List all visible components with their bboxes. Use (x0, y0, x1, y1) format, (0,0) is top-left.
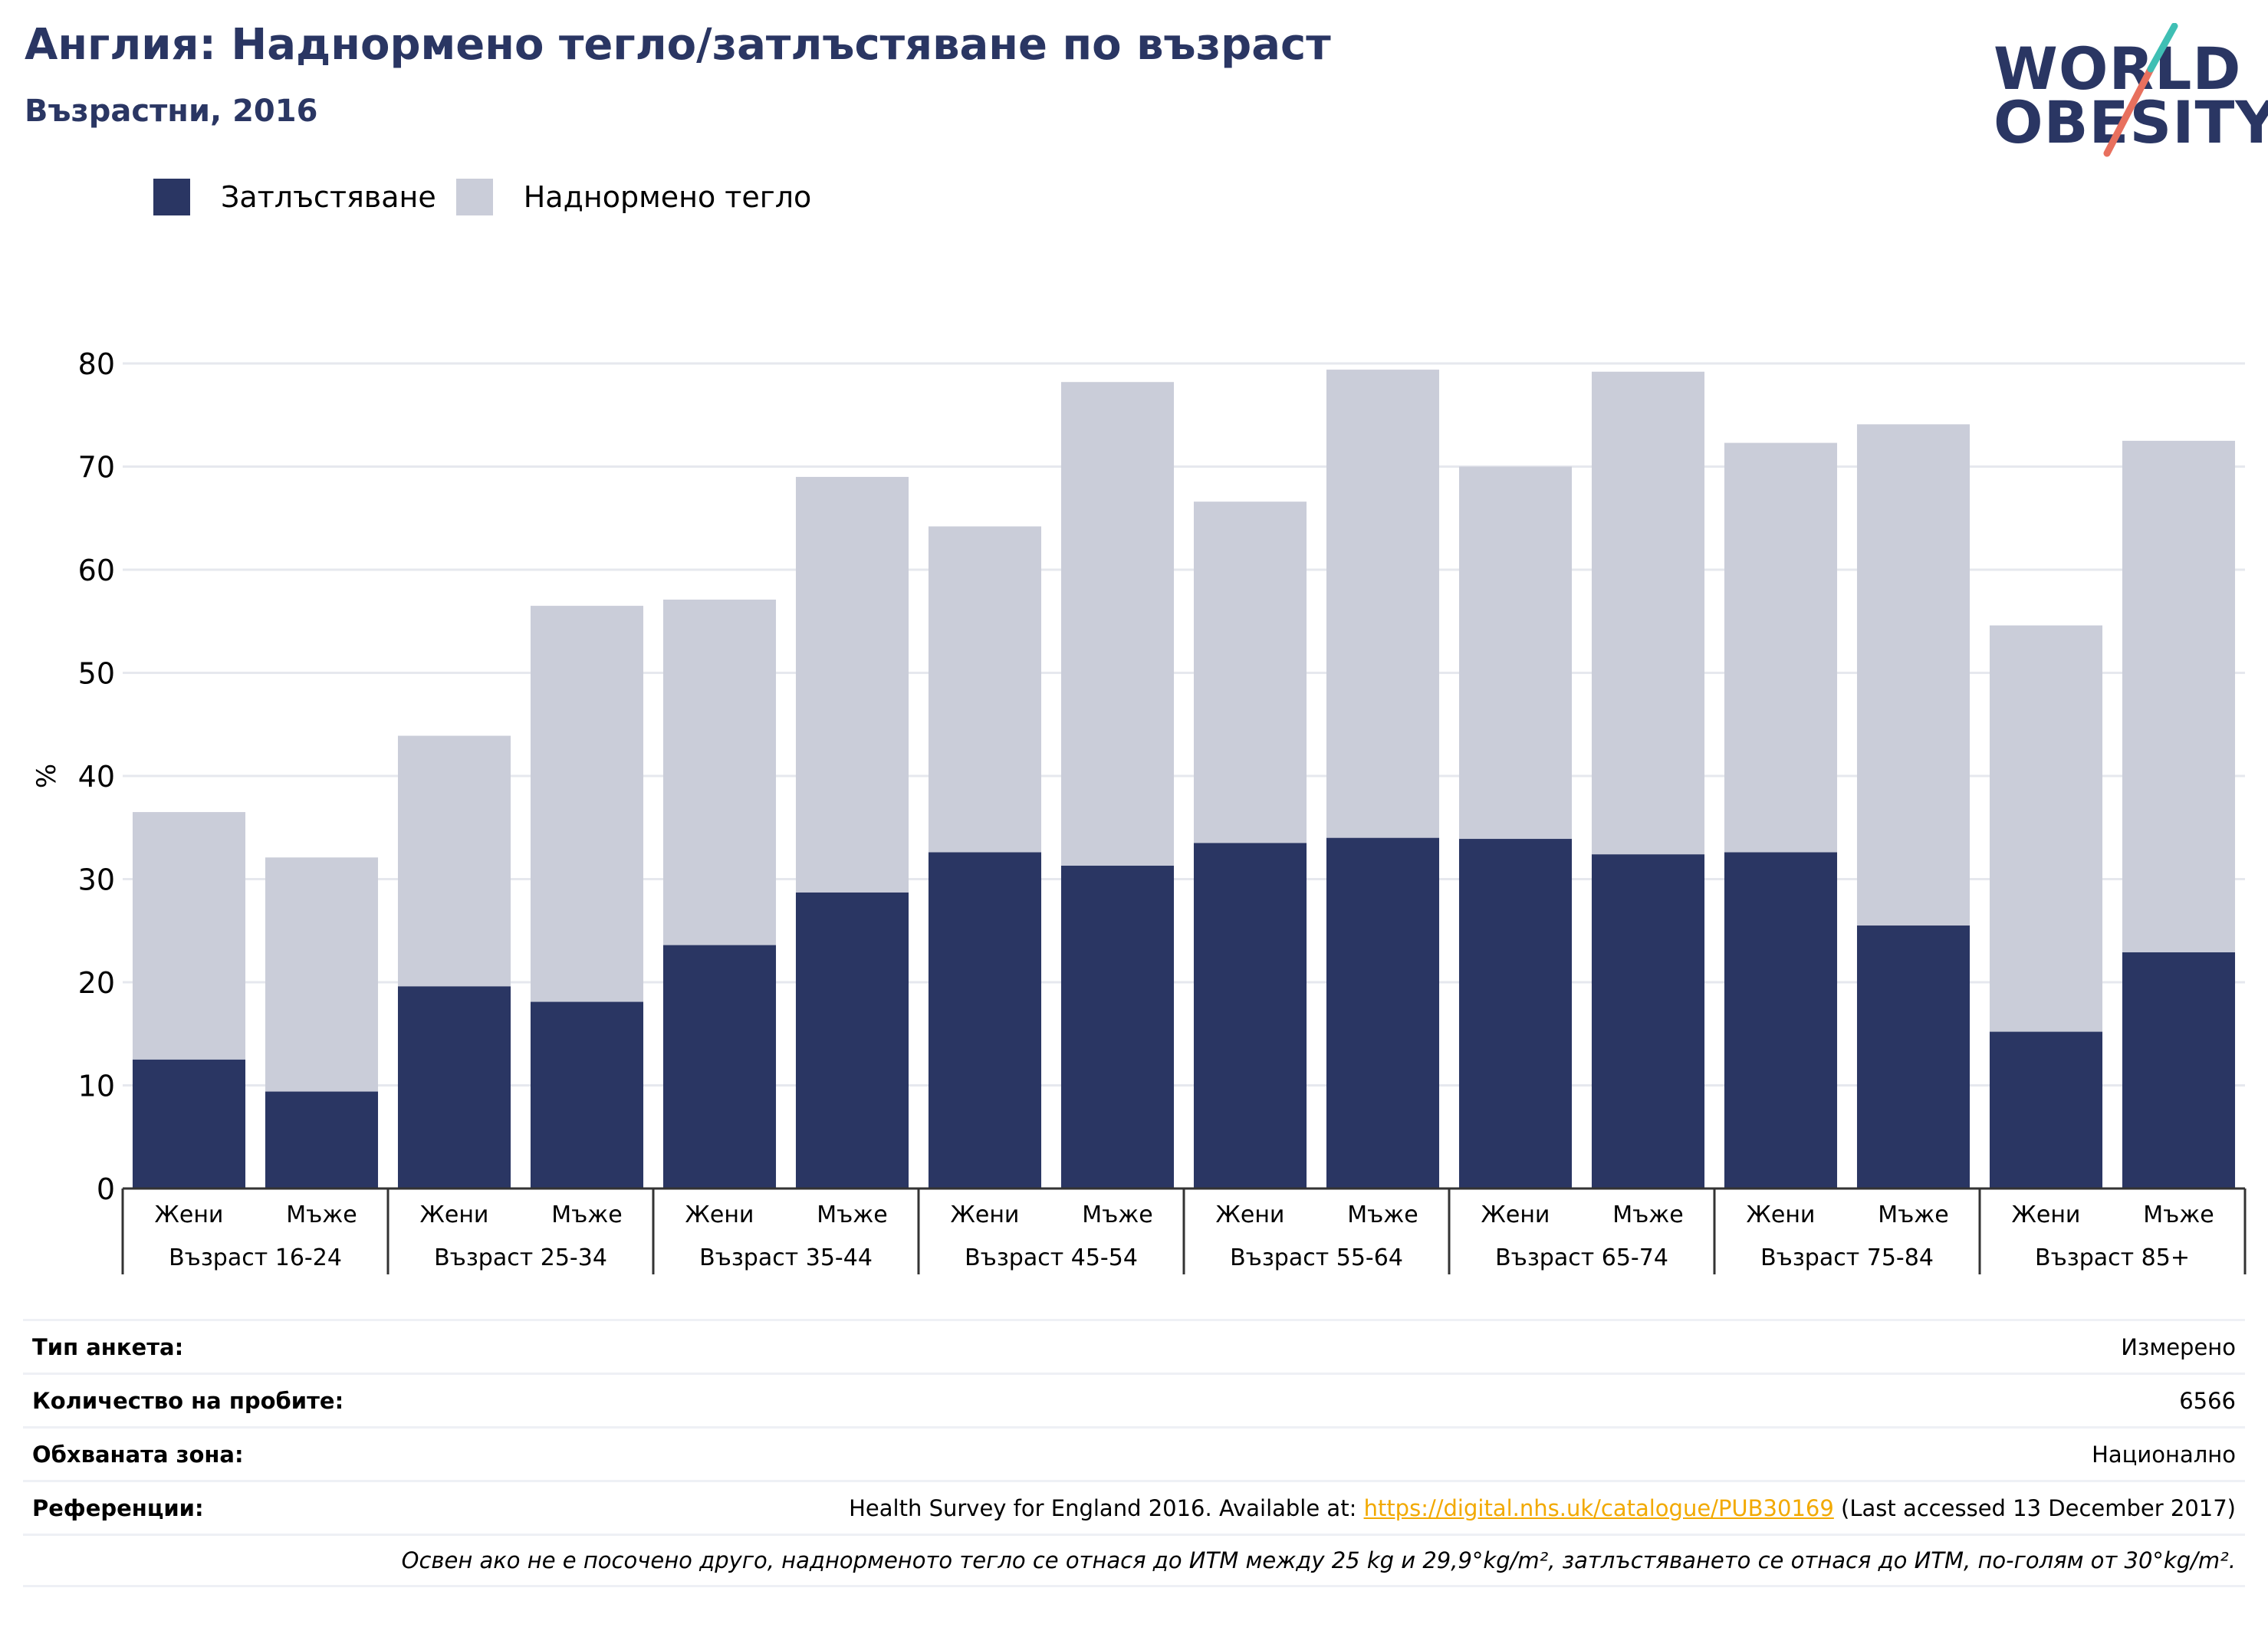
info-row-note: Освен ако не е посочено друго, наднормен… (23, 1534, 2245, 1587)
references-link[interactable]: https://digital.nhs.uk/catalogue/PUB3016… (1363, 1494, 1834, 1521)
x-group-label: Възраст 25-34 (434, 1244, 607, 1271)
y-axis-label: % (31, 764, 62, 788)
bar-obesity (530, 1001, 644, 1189)
bar-overweight (1060, 382, 1175, 866)
bar-obesity (1193, 843, 1307, 1189)
bmi-note: Освен ако не е посочено друго, наднормен… (401, 1547, 2236, 1573)
bar-overweight (1724, 442, 1838, 853)
bar-obesity (397, 986, 511, 1189)
y-tick-label: 80 (78, 347, 115, 381)
references-prefix: Health Survey for England 2016. Availabl… (849, 1494, 1364, 1521)
x-group-label: Възраст 65-74 (1495, 1244, 1668, 1271)
bar-overweight (2122, 440, 2236, 952)
x-category-label: Жени (1216, 1202, 1285, 1228)
bar-obesity (265, 1091, 379, 1189)
bar-obesity (1458, 839, 1573, 1189)
x-group-label: Възраст 35-44 (699, 1244, 873, 1271)
x-category-label: Жени (1481, 1202, 1550, 1228)
stacked-bar-chart: 0 10 20 30 40 50 60 70 80% Жени Мъже Жени Мъже Жени Мъ… (31, 347, 2247, 1274)
legend-label-overweight: Наднормено тегло (523, 180, 812, 214)
bar-obesity (795, 892, 909, 1189)
x-category-label: Мъже (286, 1202, 357, 1228)
y-tick-label: 30 (78, 863, 115, 897)
x-category-label: Жени (1747, 1202, 1816, 1228)
x-group-label: Възраст 45-54 (965, 1244, 1138, 1271)
sample-size-value: 6566 (2179, 1387, 2236, 1414)
x-category-label: Жени (685, 1202, 754, 1228)
references-suffix: (Last accessed 13 December 2017) (1833, 1494, 2236, 1521)
x-category-label: Мъже (2143, 1202, 2214, 1228)
bar-obesity (1326, 837, 1440, 1189)
y-tick-label: 20 (78, 966, 115, 1000)
y-tick-label: 40 (78, 760, 115, 794)
bar-overweight (795, 476, 909, 893)
info-row-references: Референции: Health Survey for England 20… (23, 1480, 2245, 1534)
bar-overweight (1989, 625, 2103, 1032)
chart-legend: Затлъстяване Наднормено тегло (153, 178, 831, 216)
x-group-label: Възраст 85+ (2035, 1244, 2190, 1271)
x-category-label: Жени (420, 1202, 489, 1228)
bar-overweight (265, 857, 379, 1092)
x-category-label: Мъже (551, 1202, 623, 1228)
bar-obesity (1989, 1031, 2103, 1189)
chart-title: Англия: Наднормено тегло/затлъстяване по… (25, 20, 1331, 70)
x-category-label: Жени (951, 1202, 1020, 1228)
y-tick-label: 70 (78, 451, 115, 485)
y-tick-label: 60 (78, 554, 115, 587)
bar-overweight (1193, 501, 1307, 843)
world-obesity-logo: WORLD OBESITY (1994, 23, 2268, 161)
references-value: Health Survey for England 2016. Availabl… (849, 1495, 2236, 1521)
x-category-label: Мъже (1612, 1202, 1684, 1228)
bar-overweight (1856, 424, 1971, 926)
info-table: Тип анкета: Измерено Количество на проби… (23, 1319, 2245, 1587)
area-label: Обхваната зона: (32, 1441, 244, 1468)
legend-label-obesity: Затлъстяване (221, 180, 436, 214)
bar-overweight (928, 526, 1042, 853)
chart-subtitle: Възрастни, 2016 (25, 94, 318, 129)
bar-obesity (1856, 925, 1971, 1189)
references-label: Референции: (32, 1494, 204, 1521)
x-category-label: Жени (2012, 1202, 2081, 1228)
x-group-label: Възраст 75-84 (1760, 1244, 1934, 1271)
area-value: Национално (2092, 1441, 2236, 1468)
bar-overweight (530, 606, 644, 1002)
bar-overweight (1591, 371, 1705, 855)
bar-overweight (662, 600, 777, 945)
x-category-label: Мъже (1878, 1202, 1949, 1228)
x-category-label: Мъже (1082, 1202, 1153, 1228)
x-category-label: Жени (155, 1202, 224, 1228)
bar-overweight (1458, 466, 1573, 840)
info-row-sample-size: Количество на пробите: 6566 (23, 1373, 2245, 1426)
y-tick-label: 0 (97, 1172, 115, 1206)
logo-slash-icon (2103, 23, 2178, 157)
info-row-area: Обхваната зона: Национално (23, 1426, 2245, 1480)
survey-type-value: Измерено (2121, 1333, 2236, 1360)
bar-obesity (2122, 952, 2236, 1189)
bar-obesity (1060, 866, 1175, 1189)
legend-item-overweight: Наднормено тегло (455, 179, 812, 215)
bar-obesity (662, 945, 777, 1189)
bar-obesity (132, 1059, 246, 1189)
y-tick-label: 10 (78, 1070, 115, 1103)
survey-type-label: Тип анкета: (32, 1333, 184, 1360)
x-group-label: Възраст 55-64 (1230, 1244, 1403, 1271)
sample-size-label: Количество на пробите: (32, 1387, 344, 1414)
bar-obesity (1724, 852, 1838, 1189)
info-row-survey-type: Тип анкета: Измерено (23, 1319, 2245, 1373)
bar-obesity (928, 852, 1042, 1189)
x-category-label: Мъже (817, 1202, 888, 1228)
x-category-label: Мъже (1347, 1202, 1418, 1228)
bar-overweight (1326, 370, 1440, 838)
bar-obesity (1591, 854, 1705, 1189)
legend-swatch-overweight (455, 179, 493, 215)
y-tick-label: 50 (78, 657, 115, 691)
bar-overweight (132, 812, 246, 1060)
legend-item-obesity: Затлъстяване (153, 179, 436, 215)
bar-overweight (397, 735, 511, 987)
legend-swatch-obesity (153, 179, 190, 215)
logo-text-world: WORLD (1994, 35, 2242, 103)
x-group-label: Възраст 16-24 (169, 1244, 342, 1271)
